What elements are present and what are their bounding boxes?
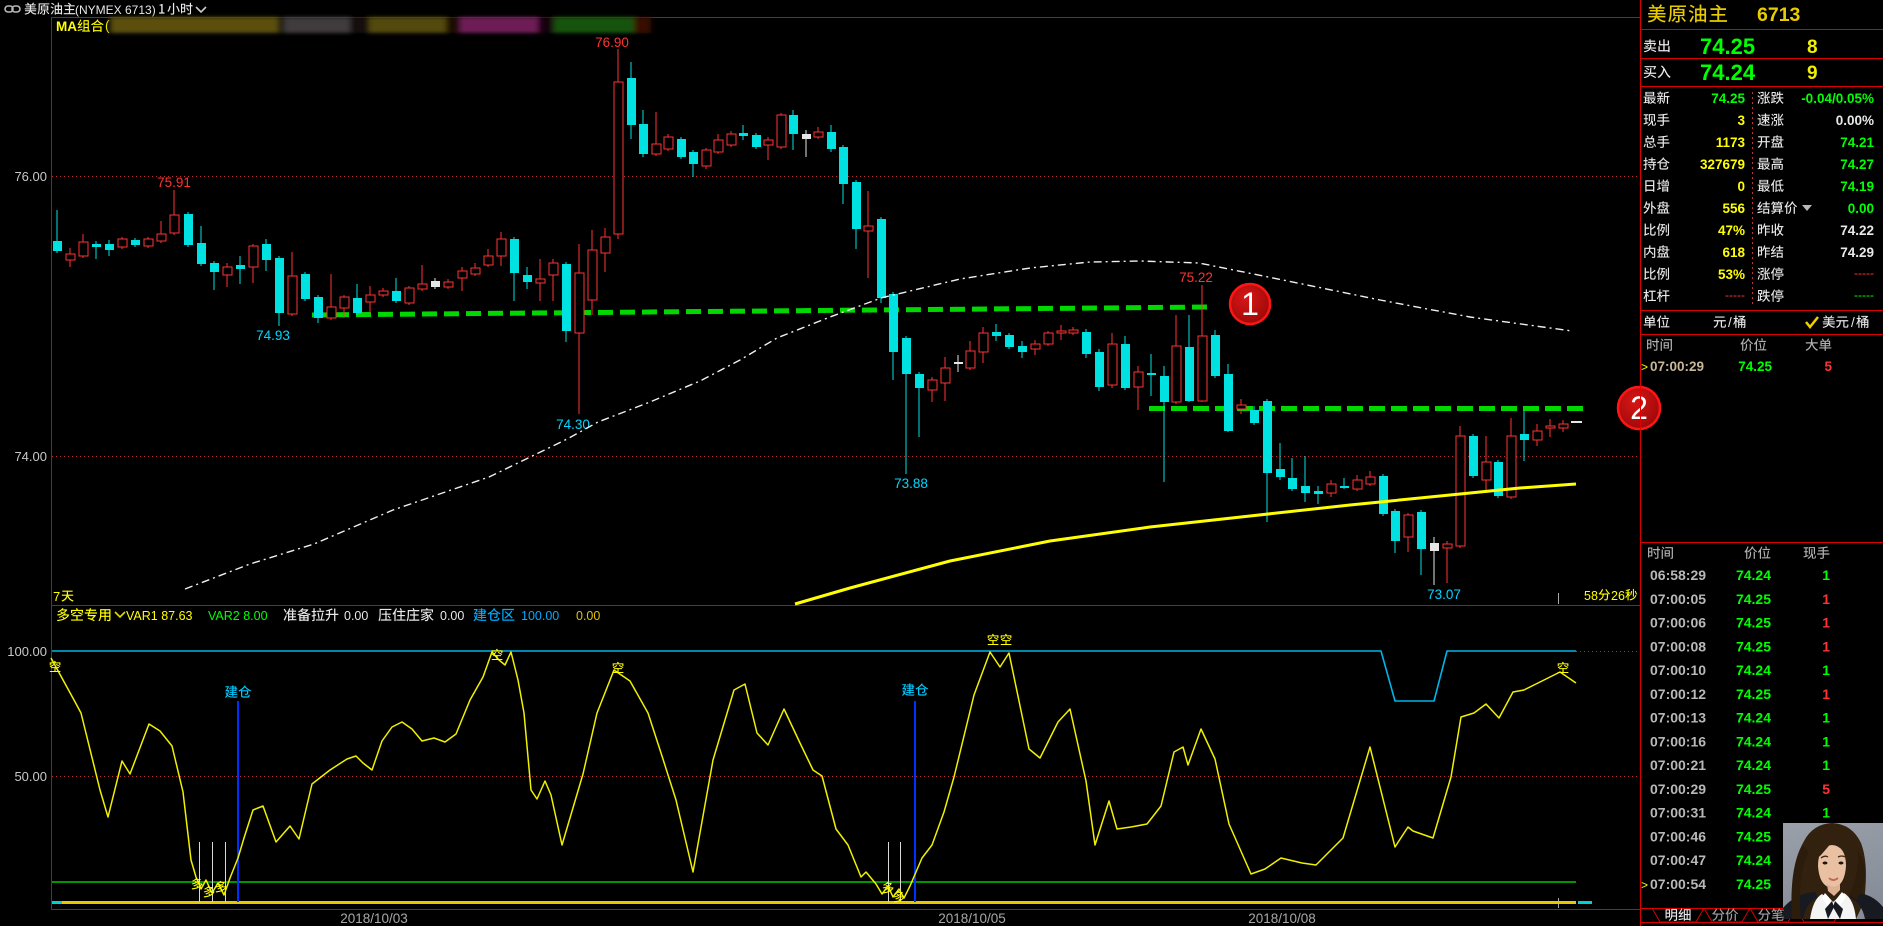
svg-text:1: 1	[1822, 686, 1830, 702]
svg-text:0.00: 0.00	[1848, 201, 1874, 216]
svg-text:618: 618	[1722, 245, 1745, 260]
svg-text:06:58:29: 06:58:29	[1650, 567, 1706, 583]
svg-text:74.22: 74.22	[1840, 223, 1874, 238]
svg-text:07:00:46: 07:00:46	[1650, 828, 1706, 844]
svg-text:74.19: 74.19	[1840, 179, 1874, 194]
svg-text:74.30: 74.30	[556, 417, 590, 432]
svg-text:1: 1	[1241, 286, 1259, 322]
svg-text:07:00:08: 07:00:08	[1650, 638, 1706, 654]
svg-text:74.24: 74.24	[1736, 757, 1771, 773]
svg-text:47%: 47%	[1718, 223, 1745, 238]
svg-text:5: 5	[1824, 359, 1832, 374]
svg-text:75.91: 75.91	[157, 175, 191, 190]
svg-text:74.25: 74.25	[1736, 828, 1771, 844]
svg-text:1: 1	[1822, 615, 1830, 631]
svg-text:07:00:13: 07:00:13	[1650, 710, 1706, 726]
svg-text:76.90: 76.90	[595, 35, 629, 50]
svg-text:74.24: 74.24	[1736, 662, 1771, 678]
svg-text:74.24: 74.24	[1700, 60, 1756, 85]
svg-text:0: 0	[1737, 179, 1745, 194]
svg-text:1173: 1173	[1716, 135, 1746, 150]
svg-text:7: 7	[53, 589, 60, 604]
svg-text:(NYMEX 6713): (NYMEX 6713)	[75, 3, 156, 17]
svg-text:07:00:05: 07:00:05	[1650, 591, 1706, 607]
svg-text:0.00: 0.00	[440, 609, 464, 623]
svg-text:74.25: 74.25	[1738, 359, 1772, 374]
svg-text:1: 1	[1822, 662, 1830, 678]
svg-text:74.93: 74.93	[256, 328, 290, 343]
svg-text:1: 1	[1822, 567, 1830, 583]
svg-text:74.21: 74.21	[1840, 135, 1874, 150]
svg-text:07:00:12: 07:00:12	[1650, 686, 1706, 702]
svg-text:2018/10/03: 2018/10/03	[340, 911, 408, 926]
svg-text:1: 1	[1822, 733, 1830, 749]
svg-text:53%: 53%	[1718, 267, 1745, 282]
svg-text:9: 9	[1807, 63, 1818, 84]
svg-text:74.25: 74.25	[1711, 91, 1745, 106]
svg-text:1: 1	[1822, 638, 1830, 654]
svg-text:73.07: 73.07	[1427, 587, 1461, 602]
svg-text:-----: -----	[1854, 266, 1874, 280]
svg-text:07:00:16: 07:00:16	[1650, 733, 1706, 749]
svg-text:07:00:47: 07:00:47	[1650, 852, 1706, 868]
svg-text:MA: MA	[56, 19, 77, 34]
svg-text:2: 2	[1630, 390, 1648, 426]
svg-text:74.25: 74.25	[1736, 876, 1771, 892]
svg-text:-----: -----	[1725, 288, 1745, 302]
svg-text:07:00:31: 07:00:31	[1650, 805, 1706, 821]
svg-text:76.00: 76.00	[14, 169, 47, 184]
svg-text:VAR2 8.00: VAR2 8.00	[208, 609, 268, 623]
svg-text:50.00: 50.00	[14, 769, 47, 784]
svg-text:0.00: 0.00	[344, 609, 368, 623]
svg-text:1: 1	[1822, 757, 1830, 773]
svg-text:74.29: 74.29	[1840, 245, 1874, 260]
svg-text:2018/10/05: 2018/10/05	[938, 911, 1006, 926]
svg-text:/: /	[1851, 315, 1855, 330]
svg-text:3: 3	[1737, 113, 1745, 128]
svg-text:74.27: 74.27	[1840, 157, 1874, 172]
svg-text:2018/10/08: 2018/10/08	[1248, 911, 1316, 926]
svg-text:(: (	[105, 18, 110, 33]
svg-text:5: 5	[1822, 781, 1830, 797]
svg-text:100.00: 100.00	[7, 644, 47, 659]
svg-text:74.25: 74.25	[1736, 615, 1771, 631]
svg-text:74.25: 74.25	[1736, 781, 1771, 797]
svg-text:74.24: 74.24	[1736, 805, 1771, 821]
svg-text:74.24: 74.24	[1736, 852, 1771, 868]
svg-text:556: 556	[1722, 201, 1745, 216]
svg-text:/: /	[1728, 315, 1732, 330]
svg-text:07:00:06: 07:00:06	[1650, 615, 1706, 631]
svg-text:1: 1	[1822, 710, 1830, 726]
svg-text:74.25: 74.25	[1736, 591, 1771, 607]
svg-text:74.00: 74.00	[14, 449, 47, 464]
svg-text:8: 8	[1807, 37, 1818, 58]
svg-text:26: 26	[1611, 589, 1625, 603]
svg-text:74.25: 74.25	[1736, 638, 1771, 654]
svg-text:6713: 6713	[1757, 4, 1801, 26]
svg-text:VAR1 87.63: VAR1 87.63	[126, 609, 193, 623]
svg-text:74.25: 74.25	[1700, 34, 1755, 59]
svg-text:73.88: 73.88	[894, 476, 928, 491]
svg-text:>: >	[1641, 878, 1648, 892]
svg-text:58: 58	[1584, 589, 1598, 603]
svg-text:74.24: 74.24	[1736, 710, 1771, 726]
svg-text:-----: -----	[1854, 288, 1874, 302]
svg-text:100.00: 100.00	[521, 609, 559, 623]
svg-text:74.24: 74.24	[1736, 733, 1771, 749]
svg-text:1: 1	[1822, 805, 1830, 821]
svg-text:1: 1	[1822, 591, 1830, 607]
svg-text:75.22: 75.22	[1179, 270, 1213, 285]
svg-text:0.00: 0.00	[576, 609, 600, 623]
svg-text:0.00%: 0.00%	[1836, 113, 1874, 128]
svg-text:07:00:29: 07:00:29	[1650, 359, 1704, 374]
svg-text:74.25: 74.25	[1736, 686, 1771, 702]
svg-text:07:00:10: 07:00:10	[1650, 662, 1706, 678]
svg-text:07:00:54: 07:00:54	[1650, 876, 1706, 892]
svg-text:327679: 327679	[1700, 157, 1745, 172]
svg-text:-0.04/0.05%: -0.04/0.05%	[1801, 91, 1874, 106]
svg-text:74.24: 74.24	[1736, 567, 1771, 583]
svg-text:>: >	[1641, 360, 1648, 374]
svg-text:07:00:29: 07:00:29	[1650, 781, 1706, 797]
svg-text:07:00:21: 07:00:21	[1650, 757, 1706, 773]
